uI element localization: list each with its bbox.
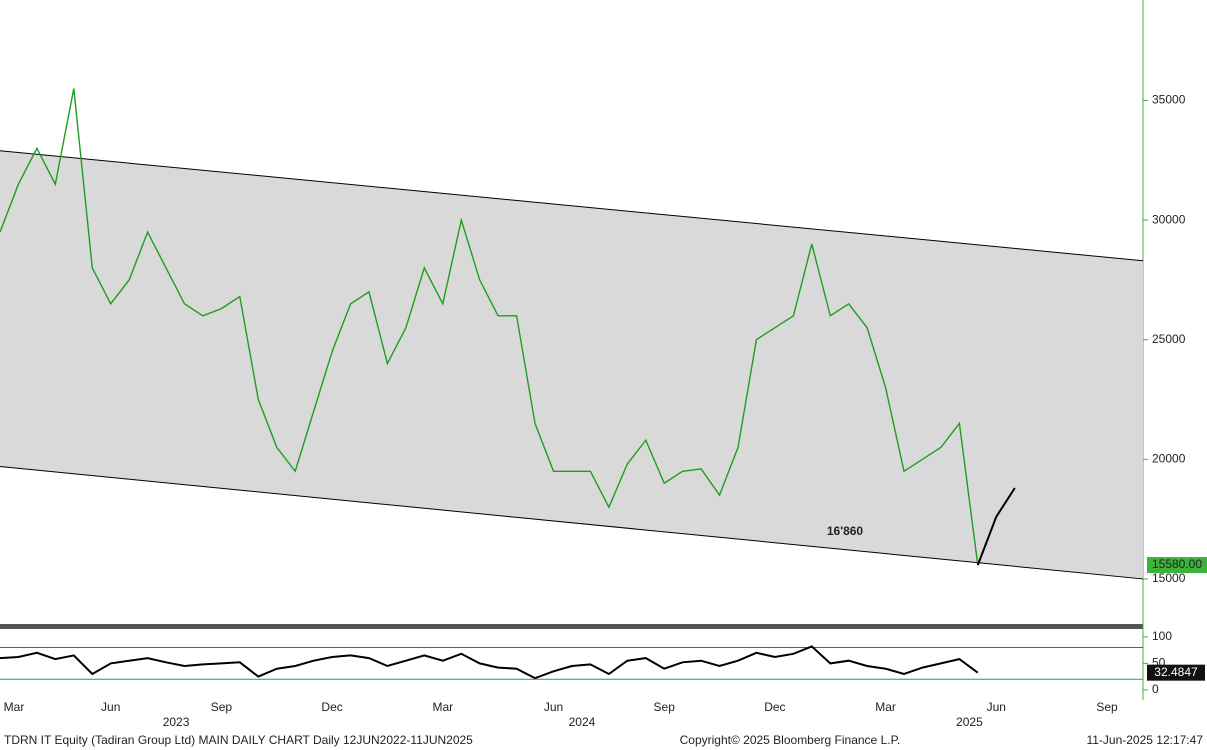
x-tick-label: Jun (544, 700, 563, 714)
channel-band (0, 150, 1143, 579)
y-tick-label: 0 (1152, 682, 1159, 696)
x-tick-label: Sep (1096, 700, 1118, 714)
year-label: 2025 (956, 715, 983, 729)
last-rsi-label: 32.4847 (1154, 665, 1198, 679)
footer-center: Copyright© 2025 Bloomberg Finance L.P. (680, 733, 901, 747)
annotation: 16'860 (827, 524, 864, 538)
x-tick-label: Dec (321, 700, 342, 714)
x-tick-label: Mar (432, 700, 453, 714)
year-label: 2024 (569, 715, 596, 729)
y-tick-label: 20000 (1152, 451, 1186, 465)
last-price-box (1147, 557, 1207, 574)
series-line (0, 88, 979, 566)
x-tick-label: Sep (211, 700, 233, 714)
y-tick-label: 25000 (1152, 332, 1186, 346)
y-tick-label: 100 (1152, 629, 1172, 643)
x-tick-label: Dec (764, 700, 785, 714)
y-tick-label: 15000 (1152, 571, 1186, 585)
series-line (0, 645, 979, 680)
y-tick-label: 30000 (1152, 212, 1186, 226)
footer-left: TDRN IT Equity (Tadiran Group Ltd) MAIN … (4, 733, 473, 747)
year-label: 2023 (163, 715, 190, 729)
x-tick-label: Mar (875, 700, 896, 714)
channel-line (0, 466, 1144, 580)
x-tick-label: Jun (987, 700, 1006, 714)
x-tick-label: Sep (654, 700, 676, 714)
x-tick-label: Jun (101, 700, 120, 714)
last-rsi-box (1147, 664, 1205, 681)
footer-right: 11-Jun-2025 12:17:47 (1086, 733, 1203, 747)
channel-line (0, 150, 1144, 262)
panel-separator (0, 624, 1143, 629)
x-tick-label: Mar (4, 700, 25, 714)
series-line (976, 487, 1016, 566)
y-tick-label: 35000 (1152, 93, 1186, 107)
last-price-label: 15580.00 (1152, 557, 1202, 571)
